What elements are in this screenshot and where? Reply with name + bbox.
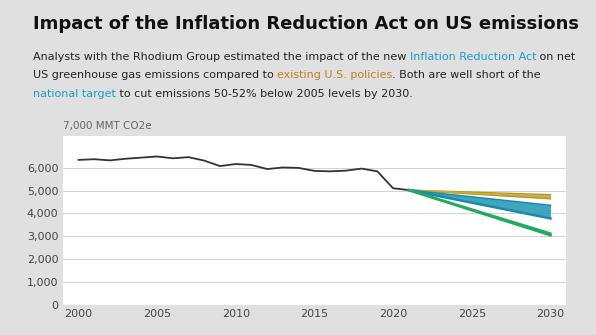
Text: US greenhouse gas emissions compared to: US greenhouse gas emissions compared to bbox=[33, 70, 277, 80]
Text: Inflation Reduction Act: Inflation Reduction Act bbox=[409, 52, 536, 62]
Text: to cut emissions 50-52% below 2005 levels by 2030.: to cut emissions 50-52% below 2005 level… bbox=[116, 89, 412, 99]
Text: Impact of the Inflation Reduction Act on US emissions: Impact of the Inflation Reduction Act on… bbox=[33, 15, 579, 33]
Text: national target: national target bbox=[33, 89, 116, 99]
Text: 7,000 MMT CO2e: 7,000 MMT CO2e bbox=[63, 121, 151, 131]
Text: . Both are well short of the: . Both are well short of the bbox=[392, 70, 541, 80]
Text: Analysts with the Rhodium Group estimated the impact of the new: Analysts with the Rhodium Group estimate… bbox=[33, 52, 409, 62]
Text: existing U.S. policies: existing U.S. policies bbox=[277, 70, 392, 80]
Text: on net: on net bbox=[536, 52, 575, 62]
